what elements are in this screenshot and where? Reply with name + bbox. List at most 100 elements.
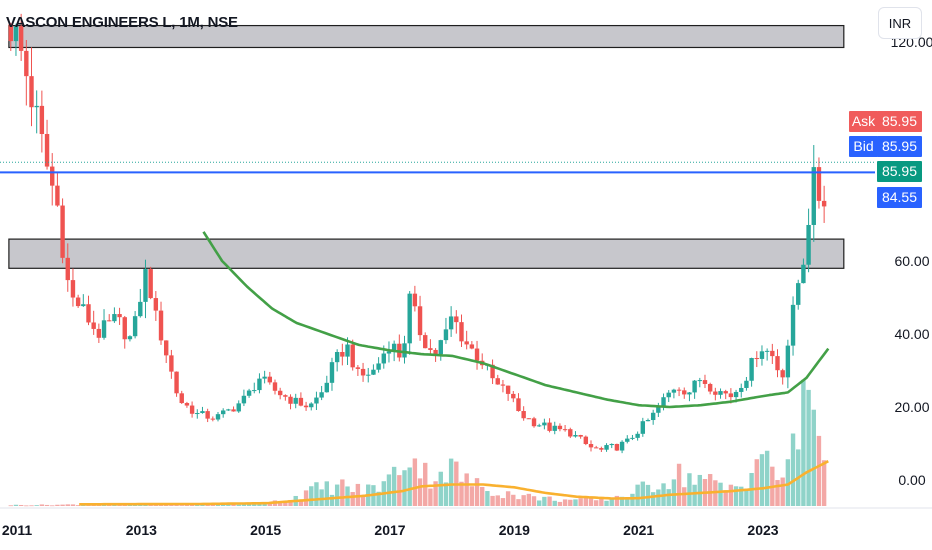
volume-bar: [682, 487, 687, 506]
candle-body: [821, 200, 827, 207]
volume-bar: [402, 470, 407, 506]
x-tick-label: 2019: [499, 522, 530, 538]
candle-body: [96, 328, 102, 338]
volume-bar: [816, 435, 822, 506]
candle-body: [309, 403, 314, 408]
candle-body: [552, 425, 557, 431]
candle-body: [200, 411, 205, 414]
candle-body: [220, 410, 226, 415]
candle-body: [443, 329, 449, 341]
currency-button[interactable]: INR: [878, 7, 922, 39]
candle-body: [707, 383, 713, 392]
ask-label-bg: [849, 111, 878, 132]
candle-body: [454, 316, 459, 323]
candle-body: [272, 382, 278, 391]
volume-bar: [728, 484, 734, 506]
volume-bar: [490, 495, 495, 506]
candle-body: [262, 376, 267, 379]
y-tick-label: 20.00: [894, 399, 929, 415]
candle-body: [790, 304, 796, 346]
candle-body: [583, 436, 589, 445]
candle-body: [816, 167, 822, 201]
candle-body: [801, 264, 806, 284]
volume-bar: [18, 504, 24, 506]
horizontal-line-price-text: 84.55: [882, 189, 917, 205]
candle-body: [796, 283, 801, 305]
volume-bar: [34, 505, 39, 506]
candle-body: [744, 380, 749, 388]
volume-bar: [231, 504, 236, 506]
candle-body: [350, 344, 355, 368]
volume-bar: [39, 504, 45, 506]
candle-body: [319, 392, 324, 398]
x-tick-label: 2023: [747, 522, 778, 538]
candle-body: [687, 392, 692, 395]
volume-bar: [739, 486, 744, 506]
volume-bar: [697, 474, 702, 506]
volume-bar: [676, 463, 682, 506]
volume-bar: [236, 504, 241, 506]
volume-bar: [806, 389, 811, 506]
volume-bar: [464, 473, 469, 506]
bid-label-text: Bid: [853, 138, 873, 154]
volume-bar: [630, 493, 635, 506]
volume-bar: [220, 504, 226, 506]
ask-value-bg: [877, 111, 922, 132]
volume-bar: [448, 458, 454, 506]
support-resistance-zones: [8, 24, 845, 269]
ask-label-text: Ask: [852, 113, 876, 129]
volume-bar: [609, 498, 614, 506]
candle-body: [143, 269, 148, 302]
candle-body: [676, 389, 682, 391]
price-ma-line: [202, 231, 830, 409]
candle-body: [65, 257, 70, 281]
candle-body: [117, 314, 122, 318]
candle-body: [226, 409, 231, 411]
x-tick-label: 2011: [2, 522, 33, 538]
volume-bar: [811, 409, 816, 506]
volume-bar: [70, 504, 76, 506]
y-tick-label: 0.00: [898, 472, 925, 488]
zone-rect-1[interactable]: [8, 238, 845, 269]
candle-body: [236, 403, 241, 412]
volume-bar: [360, 494, 366, 506]
volume-bar: [340, 479, 345, 506]
candle-body: [386, 351, 392, 354]
candle-body: [329, 362, 335, 383]
volume-bar: [625, 497, 630, 506]
volume-bar: [495, 495, 500, 506]
candle-body: [619, 441, 625, 451]
candle-body: [713, 391, 718, 395]
volume-bar: [391, 466, 397, 506]
chart-title: VASCON ENGINEERS L, 1M, NSE: [6, 14, 238, 31]
candle-body: [164, 340, 169, 356]
candle-body: [55, 185, 60, 206]
candle-body: [340, 352, 345, 357]
x-tick-label: 2013: [126, 522, 157, 538]
candle-body: [189, 405, 195, 414]
candle-body: [314, 397, 319, 404]
volume-bar: [480, 486, 485, 506]
candle-body: [459, 322, 464, 342]
candle-body: [402, 343, 407, 358]
candle-body: [775, 356, 780, 371]
candle-body: [107, 320, 112, 322]
candle-body: [780, 370, 785, 378]
volume-ma-line: [79, 460, 829, 506]
candle-body: [557, 425, 563, 430]
volume-bar: [568, 499, 573, 506]
candle-body: [324, 382, 329, 393]
volume-bar: [583, 497, 589, 506]
candle-body: [293, 397, 298, 404]
candle-body: [112, 314, 117, 322]
candle-body: [635, 433, 640, 438]
volume-bar: [764, 450, 770, 506]
candle-body: [210, 418, 216, 420]
volume-bar: [438, 471, 443, 506]
candle-body: [8, 23, 13, 42]
volume-bar: [443, 482, 449, 506]
volume-bar: [13, 504, 19, 506]
candle-body: [298, 397, 304, 406]
candle-body: [158, 310, 164, 341]
